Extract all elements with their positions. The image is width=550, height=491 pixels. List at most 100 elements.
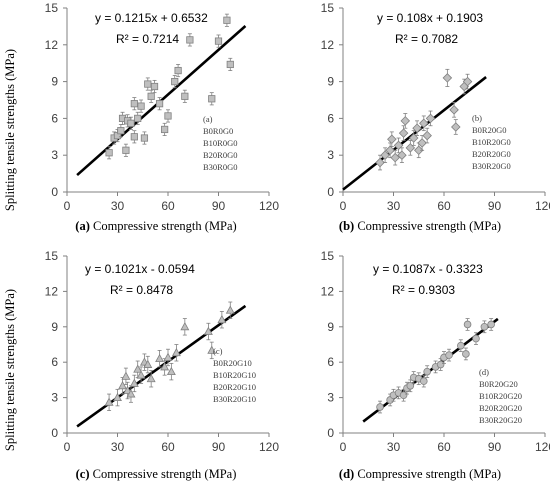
y-tick-label: 15: [321, 249, 335, 263]
x-tick-label: 30: [111, 199, 125, 213]
data-point: [161, 125, 169, 134]
legend-entry: B20R0G0: [203, 150, 237, 160]
data-point: [376, 403, 384, 411]
x-tick-label: 60: [161, 199, 175, 213]
data-point: [104, 397, 114, 406]
equation-label: y = 0.1087x - 0.3323: [373, 262, 483, 276]
x-tick-label: 120: [535, 440, 550, 454]
y-tick-label: 3: [51, 148, 58, 162]
data-point: [451, 122, 461, 132]
data-point: [462, 76, 473, 87]
data-point: [143, 359, 153, 368]
y-tick-label: 9: [51, 320, 58, 334]
data-point: [380, 150, 390, 160]
data-point: [487, 320, 495, 329]
data-point: [387, 134, 397, 145]
data-point: [462, 350, 470, 358]
x-tick-label: 60: [437, 440, 451, 454]
data-point: [122, 146, 130, 154]
legend-title: (c): [213, 346, 223, 356]
chart-panel-a: 0 3 6 9 12 15 0 30 60 90 120 y = 0.1215x + 0.6532 R²…: [45, 1, 280, 233]
data-point: [449, 105, 459, 115]
panel-caption: (b) Compressive strength (MPa): [339, 219, 501, 233]
data-point: [126, 389, 136, 398]
data-point: [436, 360, 445, 369]
x-tick-label: 30: [387, 440, 401, 454]
data-point: [147, 92, 155, 100]
x-tick-label: 30: [111, 440, 125, 454]
legend-title: (b): [472, 113, 482, 123]
x-tick-label: 120: [259, 199, 279, 213]
data-point: [118, 380, 128, 390]
r-squared-label: R² = 0.7214: [116, 32, 179, 46]
y-tick-label: 9: [327, 75, 334, 89]
panel-caption-letter: (a): [75, 219, 90, 233]
panel-caption: (a) Compressive strength (MPa): [75, 219, 236, 233]
data-point: [214, 37, 223, 45]
x-tick-label: 90: [488, 199, 502, 213]
y-tick-label: 15: [45, 249, 59, 263]
x-tick-label: 0: [340, 440, 347, 454]
data-point: [121, 371, 131, 380]
y-tick-label: 12: [45, 38, 59, 52]
legend-entry: B0R0G0: [203, 126, 233, 136]
legend-entry: B0R20G20: [479, 379, 518, 389]
x-tick-label: 0: [340, 199, 347, 213]
data-point: [400, 116, 411, 126]
y-tick-label: 3: [327, 148, 334, 162]
legend-entry: B30R20G20: [479, 415, 522, 425]
x-tick-label: 90: [212, 199, 226, 213]
data-point: [117, 127, 125, 135]
data-point: [186, 36, 194, 44]
legend-entry: B10R0G0: [203, 138, 237, 148]
legend-entry: B30R0G0: [203, 162, 237, 172]
panel-caption-text: Compressive strength (MPa): [90, 467, 237, 481]
data-point: [136, 370, 146, 379]
data-point: [406, 381, 415, 390]
legend-entry: B30R20G10: [213, 394, 256, 404]
x-tick-label: 120: [259, 440, 279, 454]
data-point: [445, 351, 453, 359]
panel-caption-text: Compressive strength (MPa): [354, 219, 501, 233]
data-point: [155, 353, 165, 363]
data-point: [223, 16, 231, 24]
y-tick-label: 12: [321, 38, 335, 52]
data-point: [181, 92, 189, 100]
data-point: [137, 102, 145, 110]
x-tick-label: 0: [64, 199, 71, 213]
x-tick-label: 90: [212, 440, 226, 454]
legend-entry: B20R20G0: [472, 149, 511, 159]
y-tick-label: 15: [45, 1, 59, 15]
x-tick-label: 60: [161, 440, 175, 454]
equation-label: y = 0.108x + 0.1903: [377, 11, 483, 25]
chart-panel-d: 0 3 6 9 12 15 0 30 60 90 120 y = 0.1087x - 0.3323 R²…: [321, 249, 550, 481]
data-point: [150, 82, 159, 91]
y-axis-label-lower: Splitting tensile strengths (MPa): [3, 289, 17, 451]
data-point: [160, 362, 170, 371]
data-point: [398, 128, 409, 138]
data-point: [225, 305, 235, 314]
panel-caption-letter: (b): [339, 219, 354, 233]
y-tick-label: 3: [327, 391, 334, 405]
y-tick-label: 3: [51, 391, 58, 405]
r-squared-label: R² = 0.8478: [110, 283, 173, 297]
data-point: [171, 78, 179, 86]
data-point: [442, 73, 453, 83]
data-point: [166, 366, 176, 376]
panel-caption: (d) Compressive strength (MPa): [339, 467, 501, 481]
legend-entry: B0R20G0: [472, 125, 506, 135]
x-tick-label: 30: [387, 199, 401, 213]
data-point: [375, 157, 385, 168]
data-point: [217, 314, 227, 324]
panel-caption-letter: (c): [76, 467, 90, 481]
data-point: [129, 378, 139, 387]
data-point: [399, 391, 408, 400]
legend-entry: B0R20G10: [213, 358, 252, 368]
data-point: [463, 320, 472, 329]
y-tick-label: 6: [51, 355, 58, 369]
y-tick-label: 0: [327, 426, 334, 440]
data-point: [208, 95, 216, 103]
x-tick-label: 90: [488, 440, 502, 454]
trend-line: [76, 304, 247, 428]
data-point: [180, 321, 190, 331]
